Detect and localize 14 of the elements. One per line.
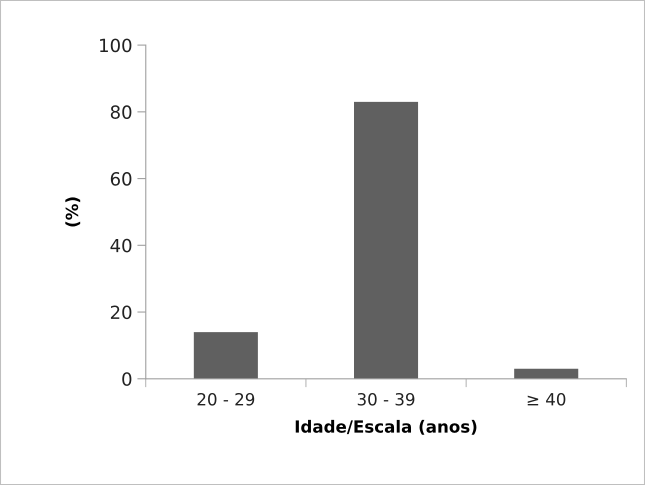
y-axis-title: (%) (65, 197, 80, 226)
y-tick-label: 60 (110, 172, 132, 186)
y-tick-label: 100 (100, 38, 132, 52)
y-tick-label: 20 (110, 306, 132, 320)
y-tick-label: 80 (110, 105, 132, 119)
y-tick-label: 0 (122, 372, 132, 386)
bar (514, 368, 578, 379)
x-tick-label: ≥ 40 (528, 392, 566, 406)
bar (354, 102, 418, 379)
x-tick-label: 20 - 29 (198, 392, 254, 406)
y-tick-label: 40 (110, 238, 132, 252)
x-tick-label: 30 - 39 (358, 392, 414, 406)
bar (194, 332, 258, 379)
x-axis-title: Idade/Escala (anos) (296, 420, 476, 435)
